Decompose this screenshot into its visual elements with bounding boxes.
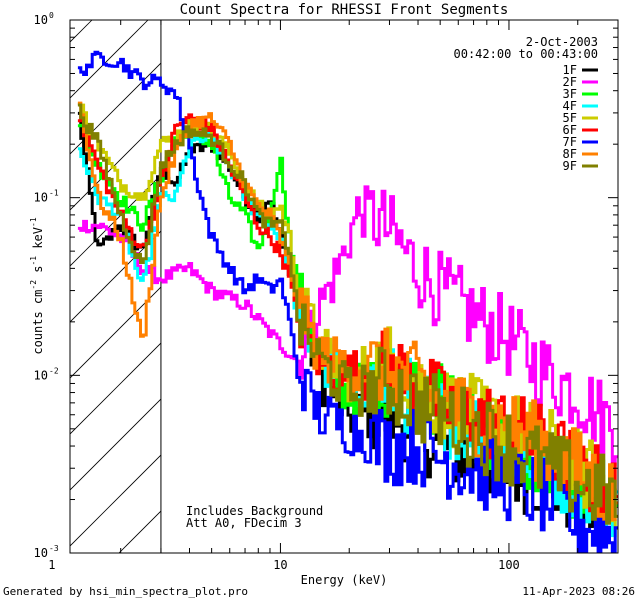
legend-label-3F: 3F	[563, 87, 577, 101]
y-tick-label-exp: -2	[49, 366, 59, 375]
annotation-background: Includes Background	[186, 504, 323, 518]
below-threshold-hatch	[70, 20, 161, 553]
series-line-9F	[77, 103, 618, 525]
y-label-part: keV	[31, 227, 45, 256]
legend-label-8F: 8F	[563, 147, 577, 161]
y-tick-label: 10	[34, 368, 48, 382]
generated-by-label: Generated by hsi_min_spectra_plot.pro	[3, 585, 248, 598]
x-tick-label: 10	[273, 558, 287, 572]
y-tick-label: 10	[34, 13, 48, 27]
series-group	[77, 50, 618, 553]
y-tick-label-exp: 0	[49, 11, 54, 20]
date-label: 2-Oct-2003	[526, 35, 598, 49]
y-axis-label-group: counts cm-2 s-1 keV-1	[29, 217, 45, 354]
annotation-attenuator: Att A0, FDecim 3	[186, 516, 302, 530]
legend-label-6F: 6F	[563, 123, 577, 137]
y-label-exp: -1	[29, 217, 38, 227]
chart-title: Count Spectra for RHESSI Front Segments	[180, 2, 509, 18]
timestamp-label: 11-Apr-2023 08:26	[522, 585, 635, 598]
y-label-exp: -2	[29, 280, 38, 290]
hatch-line	[70, 454, 161, 547]
y-label-part: counts cm	[31, 290, 45, 355]
x-tick-label: 100	[498, 558, 520, 572]
y-tick-label: 10	[34, 546, 48, 560]
y-label-part: s	[31, 266, 45, 280]
x-axis-label: Energy (keV)	[301, 573, 388, 587]
hatch-line	[70, 174, 161, 267]
legend-label-5F: 5F	[563, 111, 577, 125]
x-tick-labels: 1 10 100	[48, 558, 520, 572]
y-tick-label-exp: -1	[49, 189, 59, 198]
legend-label-1F: 1F	[563, 63, 577, 77]
hatch-line	[70, 398, 161, 491]
y-axis-label: counts cm-2 s-1 keV-1	[29, 217, 45, 354]
legend-label-9F: 9F	[563, 159, 577, 173]
series-line-2F	[77, 185, 618, 466]
series-line-7F	[77, 50, 618, 553]
legend-label-4F: 4F	[563, 99, 577, 113]
y-tick-label: 10	[34, 191, 48, 205]
axis-ticks	[70, 19, 619, 554]
hatch-line	[70, 62, 161, 155]
x-tick-label: 1	[48, 558, 55, 572]
hatch-line	[70, 20, 149, 99]
hatch-line	[70, 118, 161, 211]
y-label-exp: -1	[29, 256, 38, 266]
time-range-label: 00:42:00 to 00:43:00	[454, 47, 599, 61]
y-tick-label-exp: -3	[49, 544, 59, 553]
hatch-line	[70, 230, 161, 323]
legend-label-2F: 2F	[563, 75, 577, 89]
hatch-line	[70, 20, 93, 43]
plot-frame	[69, 19, 619, 554]
legend-label-7F: 7F	[563, 135, 577, 149]
